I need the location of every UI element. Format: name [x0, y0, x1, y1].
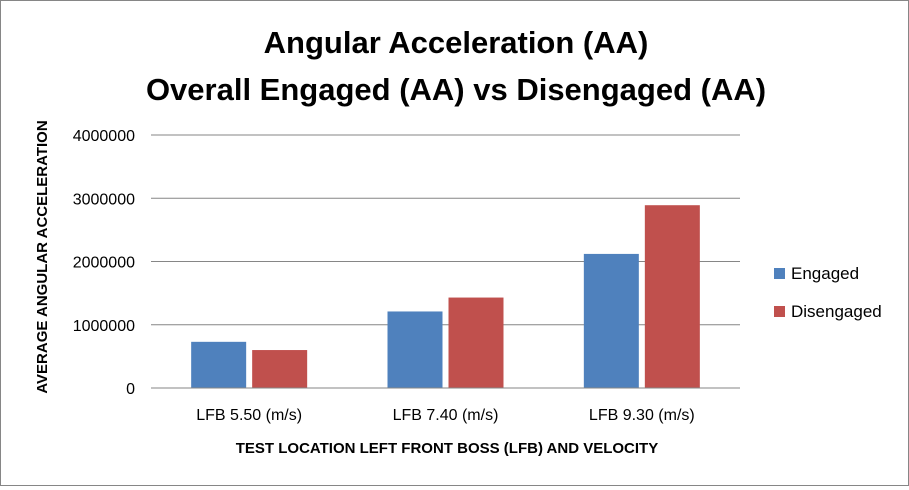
y-tick-label: 1000000 [73, 318, 135, 335]
gridlines [151, 134, 740, 326]
x-axis-ticks: LFB 5.50 (m/s) LFB 7.40 (m/s) LFB 9.30 (m/… [196, 407, 694, 424]
legend: Engaged Disengaged [774, 264, 882, 321]
y-tick-label: 3000000 [73, 191, 135, 208]
chart-title-line1: Angular Acceleration (AA) [264, 25, 649, 60]
bar-engaged-2 [387, 311, 443, 388]
x-tick-label: LFB 9.30 (m/s) [589, 407, 695, 424]
legend-label-engaged: Engaged [791, 264, 859, 283]
legend-swatch-engaged [774, 268, 785, 279]
bar-disengaged-2 [448, 297, 504, 388]
bar-disengaged-1 [252, 350, 308, 388]
legend-swatch-disengaged [774, 306, 785, 317]
y-axis-ticks: 0 1000000 2000000 3000000 4000000 [73, 128, 135, 398]
bar-disengaged-3 [644, 205, 700, 388]
y-tick-label: 4000000 [73, 128, 135, 145]
x-tick-label: LFB 5.50 (m/s) [196, 407, 302, 424]
x-tick-label: LFB 7.40 (m/s) [393, 407, 499, 424]
y-tick-label: 0 [126, 381, 135, 398]
chart-title-line2: Overall Engaged (AA) vs Disengaged (AA) [146, 72, 766, 107]
y-tick-label: 2000000 [73, 255, 135, 272]
bar-engaged-3 [583, 253, 639, 388]
bar-engaged-1 [191, 341, 247, 388]
legend-label-disengaged: Disengaged [791, 302, 882, 321]
y-axis-title: AVERAGE ANGULAR ACCELERATION [34, 120, 51, 393]
x-axis-title: TEST LOCATION LEFT FRONT BOSS (LFB) AND … [236, 440, 658, 457]
bars [191, 205, 700, 388]
